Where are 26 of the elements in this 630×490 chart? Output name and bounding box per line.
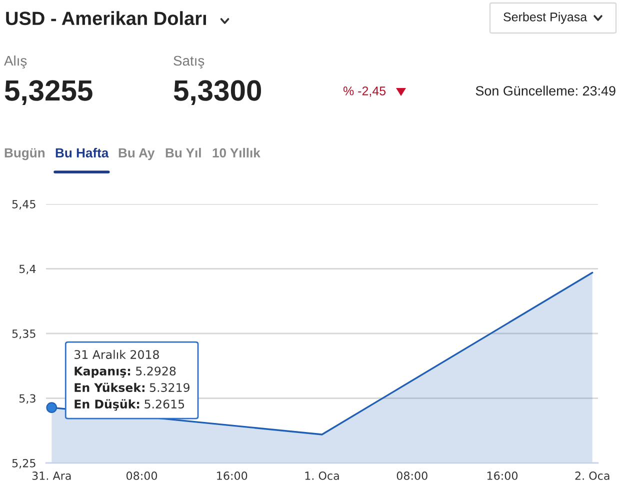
chart-title: USD - Amerikan Doları (6, 11, 206, 26)
text: 5,3255 (4, 80, 92, 106)
text: Son Güncelleme: 23:49 (476, 86, 616, 96)
y-tick-label: 5,45 (12, 200, 36, 210)
text: Bu Hafta (56, 148, 109, 158)
text: Bugün (4, 148, 45, 160)
y-tick-label: 5,4 (19, 264, 36, 274)
text: Alış (4, 55, 27, 69)
x-tick-label: 08:00 (396, 472, 428, 480)
y-tick-label: 5,35 (12, 329, 36, 340)
x-tick-label: 08:00 (126, 472, 158, 480)
x-tick-label: 16:00 (217, 472, 248, 480)
x-tick-label: 1. Oca (305, 472, 339, 480)
y-tick-label: 5,25 (12, 458, 36, 469)
x-tick-label: 16:00 (487, 472, 518, 480)
x-tick-label: 2. Oca (575, 472, 610, 480)
text: 10 Yıllık (212, 148, 260, 158)
text: Satış (174, 56, 204, 68)
x-tick-label: 31. Ara (32, 472, 71, 480)
text: Bu Yıl (166, 148, 201, 158)
text: % -2,45 (343, 86, 386, 97)
text: Bu Ay (118, 148, 155, 160)
text: 5,3300 (174, 80, 262, 106)
text: Serbest Piyasa (504, 12, 588, 24)
annotation: 31 Aralık 2018 Kapanış: 5.2928 En Yüksek: 5.3219 En Düşük: 5.2615 (74, 350, 190, 411)
y-tick-label: 5,3 (19, 394, 36, 404)
